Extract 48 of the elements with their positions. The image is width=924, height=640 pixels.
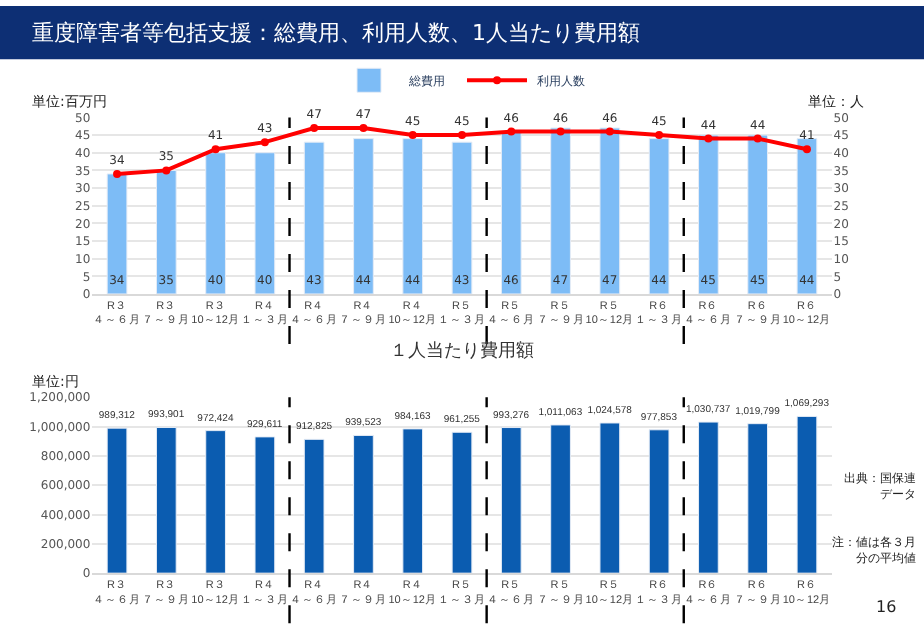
bar — [500, 131, 522, 294]
bar — [205, 430, 226, 574]
bar — [303, 141, 325, 294]
point — [753, 134, 762, 143]
point — [408, 131, 417, 140]
point — [802, 145, 811, 154]
point — [211, 145, 220, 154]
bar — [451, 141, 473, 294]
point — [113, 169, 122, 178]
bar — [796, 138, 818, 294]
bar — [106, 173, 128, 294]
point — [458, 131, 466, 140]
bar — [451, 431, 473, 574]
bar — [796, 415, 818, 574]
bar — [648, 429, 670, 574]
bar — [106, 427, 128, 574]
bar — [500, 427, 522, 574]
chart-title: １人当たり費用額 — [390, 340, 534, 362]
bar — [698, 134, 719, 294]
bar — [747, 423, 769, 574]
point — [260, 138, 269, 147]
chart-title: 重度障害者等包括支援：総費用、利用人数、1人当たり費用額 — [32, 20, 640, 46]
point — [704, 134, 713, 143]
text: 16 — [876, 598, 897, 616]
bar — [402, 428, 424, 574]
bar — [599, 422, 621, 574]
point — [359, 124, 368, 133]
bar — [353, 434, 374, 574]
bar — [254, 152, 276, 294]
bar — [698, 421, 719, 574]
point — [507, 127, 516, 136]
bar — [205, 152, 226, 294]
bar — [550, 424, 571, 574]
point — [556, 127, 565, 136]
bar — [155, 169, 177, 294]
point — [605, 127, 614, 136]
bar — [254, 436, 276, 574]
bar — [747, 134, 769, 294]
point — [310, 124, 319, 133]
point — [655, 131, 664, 140]
bar — [648, 138, 670, 294]
bar — [155, 426, 177, 574]
bar — [303, 438, 325, 574]
bar — [353, 138, 374, 294]
bar — [402, 138, 424, 294]
point — [162, 166, 171, 175]
bar — [599, 127, 621, 294]
bar — [550, 127, 571, 294]
